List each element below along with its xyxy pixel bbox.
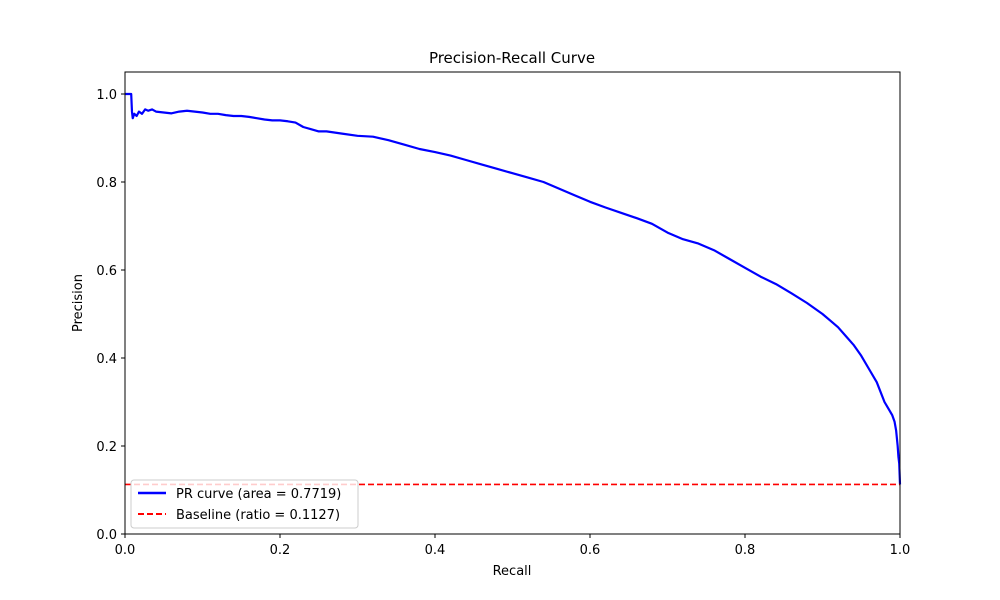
y-tick-label: 1.0 xyxy=(96,88,117,103)
x-tick-label: 0.4 xyxy=(425,543,446,558)
x-tick-label: 1.0 xyxy=(890,543,911,558)
legend-baseline-label: Baseline (ratio = 0.1127) xyxy=(176,508,340,523)
plot-area xyxy=(125,72,900,534)
ticks-layer: 0.0 0.2 0.4 0.6 0.8 1.0 0.0 0.2 0.4 0.6 0.8 1.0 xyxy=(96,88,910,558)
x-tick-label: 0.2 xyxy=(270,543,291,558)
legend: PR curve (area = 0.7719) Baseline (ratio… xyxy=(130,479,359,529)
x-axis-label: Recall xyxy=(493,564,532,579)
legend-box xyxy=(130,479,359,529)
x-tick-label: 0.8 xyxy=(735,543,756,558)
chart-title: Precision-Recall Curve xyxy=(429,49,595,67)
y-tick-label: 0.8 xyxy=(96,176,117,191)
legend-pr-label: PR curve (area = 0.7719) xyxy=(176,487,341,502)
pr-curve-line xyxy=(125,92,902,485)
y-tick-label: 0.0 xyxy=(96,528,117,543)
y-tick-label: 0.6 xyxy=(96,264,117,279)
y-tick-label: 0.2 xyxy=(96,440,117,455)
y-tick-label: 0.4 xyxy=(96,352,117,367)
plot-frame xyxy=(124,71,901,535)
x-tick-label: 0.6 xyxy=(580,543,601,558)
x-tick-label: 0.0 xyxy=(115,543,136,558)
y-axis-label: Precision xyxy=(71,274,86,332)
